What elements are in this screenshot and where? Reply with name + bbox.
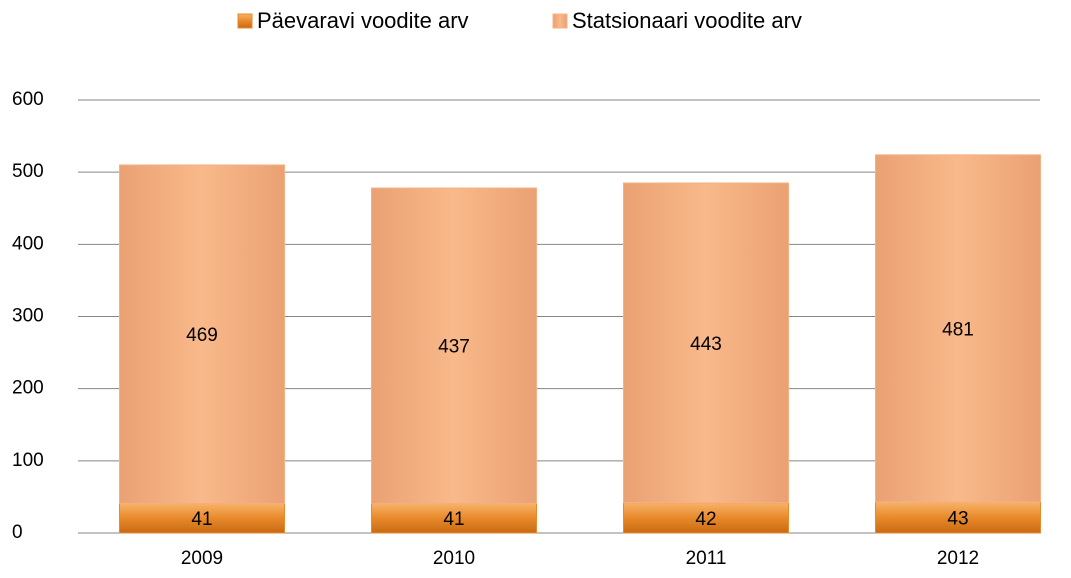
data-label: 443: [690, 334, 722, 355]
legend-label: Päevaravi voodite arv: [257, 8, 469, 33]
legend-label: Statsionaari voodite arv: [572, 8, 802, 33]
y-tick-label: 100: [12, 450, 44, 471]
bar-segment: [371, 187, 537, 504]
bar-segment: [623, 182, 789, 504]
data-label: 481: [942, 319, 974, 340]
y-tick-label: 200: [12, 378, 44, 399]
bar-segment: [119, 502, 285, 534]
data-label: 469: [186, 325, 218, 346]
y-tick-label: 400: [12, 233, 44, 254]
data-label: 41: [443, 509, 464, 530]
y-tick-label: 600: [12, 89, 44, 110]
y-tick-label: 500: [12, 161, 44, 182]
bar-segment: [623, 502, 789, 534]
x-tick-label: 2010: [433, 548, 475, 569]
bar-segment: [875, 501, 1041, 534]
data-label: 41: [191, 509, 212, 530]
data-label: 43: [947, 508, 968, 529]
legend-swatch: [552, 13, 568, 29]
y-tick-label: 300: [12, 306, 44, 327]
x-tick-label: 2011: [686, 548, 727, 569]
x-tick-label: 2009: [181, 548, 223, 569]
bar-segment: [119, 164, 285, 504]
bar-segment: [875, 154, 1041, 503]
bar-segment: [371, 502, 537, 534]
legend: Päevaravi voodite arv Statsionaari voodit…: [237, 8, 802, 33]
x-tick-label: 2012: [937, 548, 979, 569]
data-label: 437: [438, 337, 470, 358]
legend-swatch: [237, 13, 253, 29]
y-tick-label: 0: [12, 522, 23, 543]
data-label: 42: [695, 509, 716, 530]
